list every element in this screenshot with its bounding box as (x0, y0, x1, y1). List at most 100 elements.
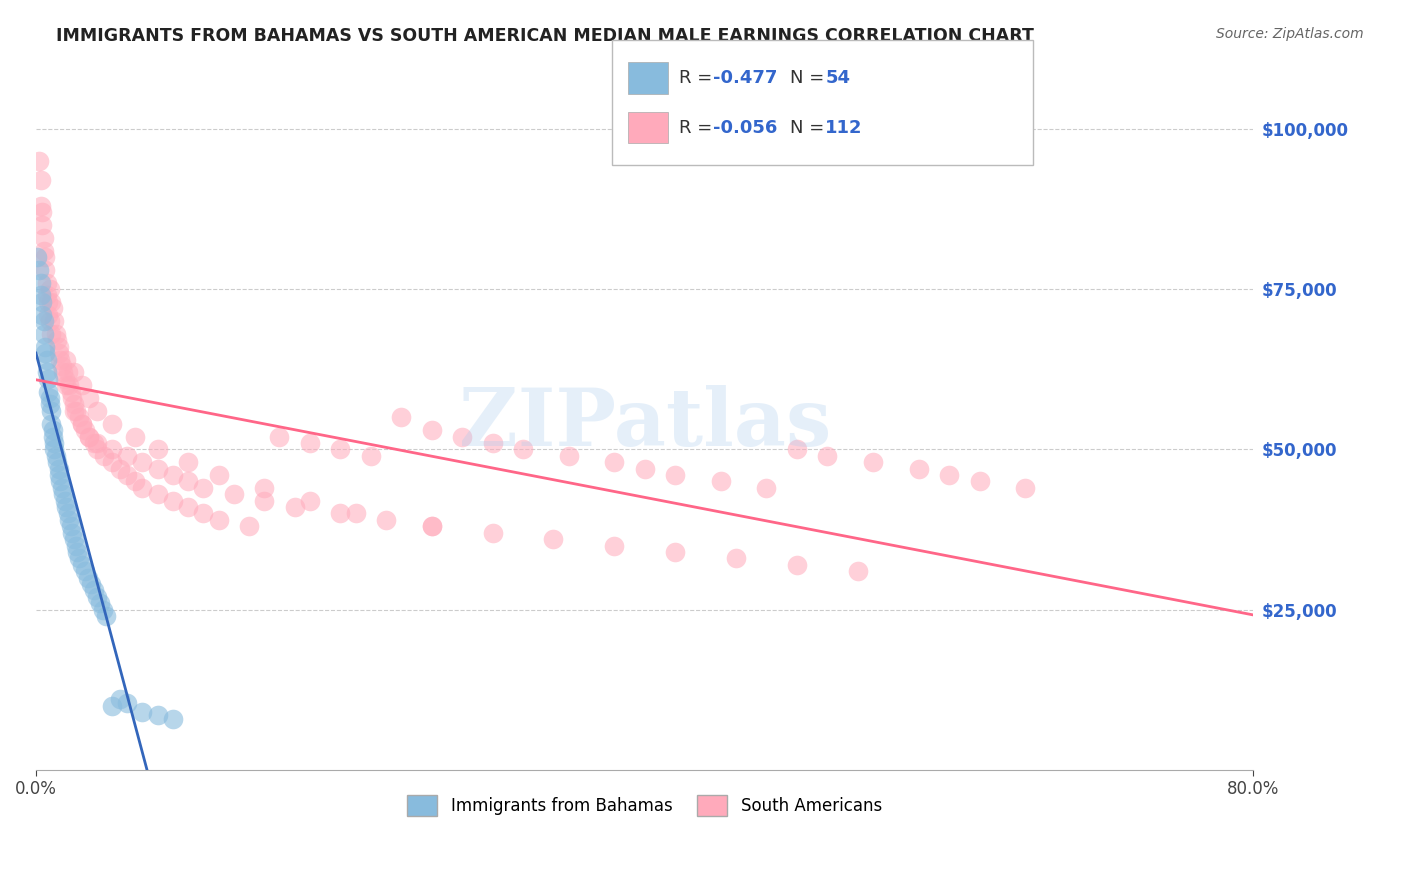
Point (1014, 481, 1036, 495)
Point (101, 455, 124, 469)
Point (93, 449, 115, 463)
Point (786, 442, 808, 457)
Point (420, 423, 443, 437)
Point (222, 487, 245, 501)
Point (55, 352, 77, 367)
Point (45, 449, 67, 463)
Point (146, 708, 169, 723)
Point (58, 378, 80, 392)
Point (177, 500, 200, 514)
Text: 54: 54 (825, 70, 851, 87)
Point (207, 468, 229, 483)
Point (83, 436, 105, 450)
Point (101, 698, 124, 713)
Point (177, 455, 200, 469)
Point (253, 493, 276, 508)
Point (38, 397, 60, 411)
Point (329, 442, 352, 457)
Point (603, 455, 626, 469)
Point (89, 596, 111, 610)
Point (30, 276, 52, 290)
Point (162, 493, 184, 508)
Point (80, 577, 103, 591)
Point (52, 366, 75, 380)
Point (41, 423, 63, 437)
Point (34, 250, 56, 264)
Point (51, 481, 73, 495)
Legend: Immigrants from Bahamas, South Americans: Immigrants from Bahamas, South Americans (399, 787, 890, 824)
Point (710, 475, 733, 489)
Point (360, 449, 382, 463)
Point (481, 525, 503, 540)
Point (31, 218, 53, 232)
Point (39, 417, 62, 431)
Point (34, 262, 56, 277)
Point (512, 442, 534, 457)
Point (48, 340, 70, 354)
Point (30, 288, 52, 302)
Text: -0.056: -0.056 (713, 119, 778, 136)
Point (30, 199, 52, 213)
Point (162, 468, 184, 483)
Point (55, 378, 77, 392)
Point (117, 449, 139, 463)
Point (481, 436, 503, 450)
Point (117, 468, 139, 483)
Text: -0.477: -0.477 (713, 70, 778, 87)
Point (193, 481, 215, 495)
Point (724, 551, 747, 566)
Point (755, 481, 778, 495)
Point (48, 461, 70, 475)
Point (786, 558, 808, 572)
Point (70, 417, 93, 431)
Point (91, 603, 114, 617)
Point (70, 378, 93, 392)
Point (862, 455, 884, 469)
Point (101, 442, 124, 457)
Point (77, 391, 100, 405)
Point (35, 276, 58, 290)
Point (298, 493, 321, 508)
Point (39, 404, 62, 418)
Point (124, 475, 146, 489)
Point (86, 436, 108, 450)
Point (59, 519, 82, 533)
Point (193, 507, 215, 521)
Point (94, 609, 117, 624)
Point (77, 429, 100, 443)
Point (375, 513, 398, 527)
Text: N =: N = (790, 70, 830, 87)
Point (76, 571, 98, 585)
Point (32, 326, 55, 341)
Text: Source: ZipAtlas.com: Source: ZipAtlas.com (1216, 27, 1364, 41)
Point (55, 500, 77, 514)
Point (49, 475, 72, 489)
Point (451, 429, 474, 443)
Point (603, 539, 626, 553)
Point (815, 449, 838, 463)
Point (28, 153, 51, 168)
Point (63, 397, 86, 411)
Point (27, 250, 49, 264)
Point (86, 590, 108, 604)
Point (146, 442, 169, 457)
Point (634, 461, 657, 475)
Point (51, 359, 73, 373)
Text: ZIPatlas: ZIPatlas (458, 384, 831, 463)
Point (31, 294, 53, 309)
Point (30, 173, 52, 187)
Point (32, 244, 55, 258)
Point (420, 519, 443, 533)
Point (37, 372, 59, 386)
Point (46, 334, 69, 348)
Point (207, 513, 229, 527)
Point (66, 545, 89, 559)
Point (77, 429, 100, 443)
Text: R =: R = (679, 119, 718, 136)
Point (52, 487, 75, 501)
Point (31, 308, 53, 322)
Point (70, 558, 93, 572)
Point (62, 391, 84, 405)
Point (298, 436, 321, 450)
Point (32, 231, 55, 245)
